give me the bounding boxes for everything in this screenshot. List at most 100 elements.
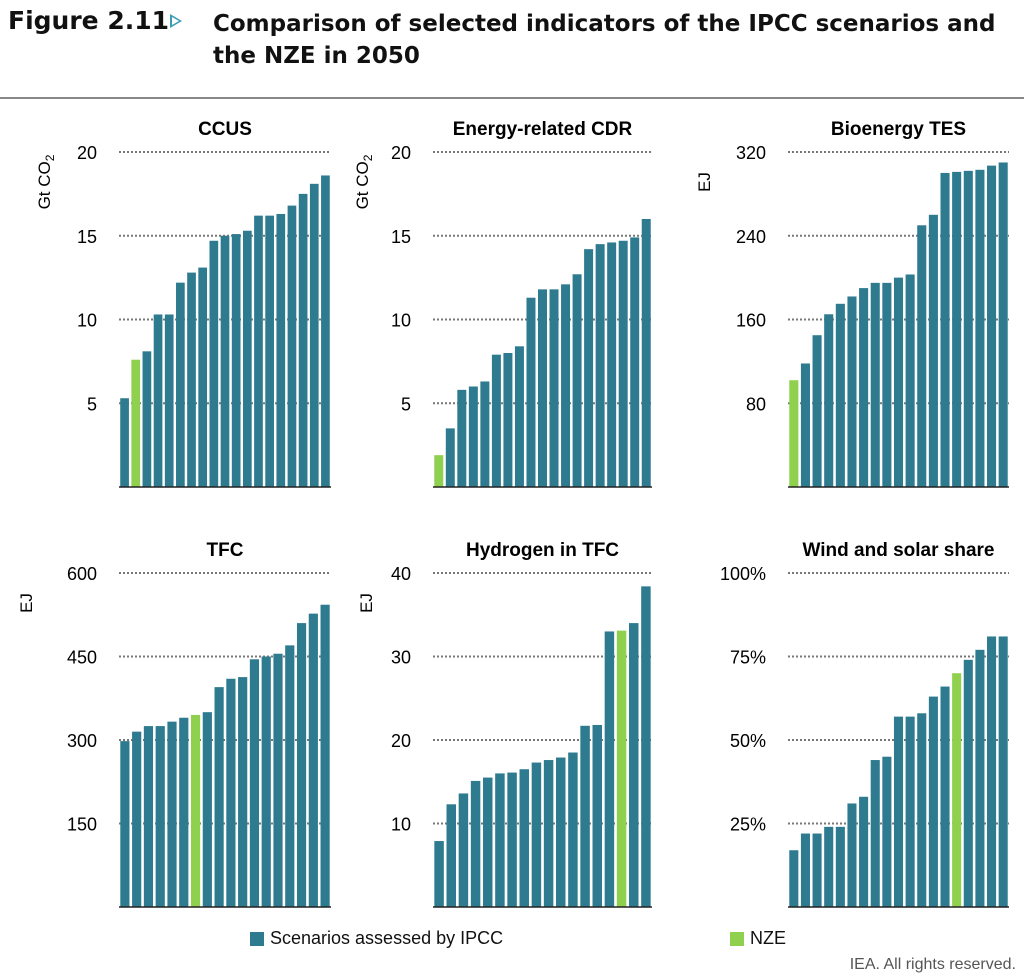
y-tick-label: 10	[391, 311, 411, 331]
bar-ipcc	[120, 741, 130, 907]
bar-nze	[434, 455, 444, 487]
bar-ipcc	[870, 282, 880, 487]
chart-title: Bioenergy TES	[831, 119, 966, 140]
bar-ipcc	[928, 214, 938, 487]
y-tick-label: 160	[736, 311, 766, 331]
y-tick-label: 15	[391, 227, 411, 247]
bar-ipcc	[847, 803, 857, 907]
y-tick-label: 5	[87, 394, 97, 414]
bar-nze	[190, 714, 201, 907]
bar-nze	[952, 673, 962, 907]
y-tick-label: 15	[77, 227, 97, 247]
legend-label-ipcc: Scenarios assessed by IPCC	[270, 928, 504, 948]
figure-title: Comparison of selected indicators of the…	[213, 11, 996, 69]
bar-ipcc	[446, 804, 456, 907]
legend-swatch-ipcc	[250, 931, 264, 946]
legend-swatch-nze	[730, 931, 744, 946]
bar-ipcc	[457, 389, 467, 487]
bar-ipcc	[940, 686, 950, 907]
bar-ipcc	[214, 687, 224, 907]
bar-ipcc	[641, 219, 651, 487]
bar-ipcc	[928, 696, 938, 907]
bar-ipcc	[568, 752, 578, 907]
bar-ipcc	[480, 381, 490, 487]
bar-ipcc	[595, 244, 605, 487]
bar-ipcc	[491, 354, 501, 487]
bar-ipcc	[824, 314, 834, 487]
chart-title: Energy-related CDR	[453, 119, 633, 140]
bar-ipcc	[285, 645, 295, 907]
bar-ipcc	[187, 272, 196, 487]
bar-ipcc	[847, 296, 857, 487]
y-tick-label: 75%	[730, 648, 766, 668]
bar-ipcc	[519, 769, 529, 907]
bar-ipcc	[556, 757, 566, 907]
bar-ipcc	[893, 277, 904, 487]
bar-ipcc	[120, 398, 129, 487]
bar-ipcc	[963, 659, 973, 907]
bar-ipcc	[952, 171, 962, 487]
chart-title: CCUS	[198, 119, 252, 140]
y-tick-label: 20	[391, 143, 411, 163]
bar-ipcc	[261, 656, 271, 907]
bar-ipcc	[538, 289, 547, 487]
bar-ipcc	[254, 215, 263, 487]
y-tick-label: 300	[67, 731, 97, 751]
bar-ipcc	[298, 193, 308, 487]
bar-nze	[131, 359, 141, 487]
bar-ipcc	[202, 712, 212, 907]
bar-ipcc	[249, 659, 260, 907]
bar-ipcc	[882, 756, 892, 907]
bar-ipcc	[987, 165, 997, 487]
bar-ipcc	[179, 717, 189, 907]
y-tick-label: 100%	[720, 564, 766, 584]
bar-ipcc	[592, 724, 602, 907]
bar-ipcc	[220, 235, 230, 487]
bar-ipcc	[296, 623, 307, 907]
bar-ipcc	[470, 780, 481, 907]
bar-ipcc	[231, 234, 241, 487]
y-tick-label: 10	[391, 815, 411, 835]
y-tick-label: 25%	[730, 815, 766, 835]
bar-ipcc	[870, 760, 880, 907]
bar-ipcc	[630, 237, 640, 487]
bar-ipcc	[164, 314, 174, 487]
bar-ipcc	[468, 386, 478, 487]
bar-ipcc	[273, 653, 283, 907]
bar-ipcc	[812, 833, 822, 907]
bar-ipcc	[495, 773, 505, 907]
bar-ipcc	[531, 762, 542, 907]
y-tick-label: 50%	[730, 731, 766, 751]
bar-ipcc	[800, 833, 810, 907]
bar-ipcc	[287, 205, 297, 487]
bar-ipcc	[917, 225, 927, 487]
bar-ipcc	[998, 636, 1008, 907]
y-tick-label: 20	[391, 731, 411, 751]
bar-ipcc	[514, 346, 524, 487]
bar-ipcc	[607, 242, 617, 487]
legend-ipcc: Scenarios assessed by IPCC	[250, 928, 503, 949]
bar-ipcc	[859, 288, 869, 487]
bar-ipcc	[526, 297, 536, 487]
bar-ipcc	[198, 267, 208, 487]
y-tick-label: 320	[736, 143, 766, 163]
chart-title: TFC	[207, 540, 244, 561]
bar-ipcc	[209, 240, 219, 487]
y-tick-label: 150	[67, 815, 97, 835]
bar-ipcc	[276, 213, 286, 487]
bar-ipcc	[835, 303, 845, 487]
bar-ipcc	[629, 623, 639, 907]
y-tick-label: 40	[391, 564, 411, 584]
y-tick-label: 600	[67, 564, 97, 584]
bar-nze	[616, 630, 627, 907]
bar-ipcc	[543, 760, 554, 907]
bar-ipcc	[320, 604, 330, 907]
y-tick-label: 450	[67, 648, 97, 668]
bar-ipcc	[882, 282, 892, 487]
bar-ipcc	[503, 353, 513, 487]
bar-ipcc	[132, 731, 142, 907]
bar-ipcc	[167, 721, 177, 907]
bar-ipcc	[507, 772, 517, 907]
bar-ipcc	[789, 850, 799, 907]
